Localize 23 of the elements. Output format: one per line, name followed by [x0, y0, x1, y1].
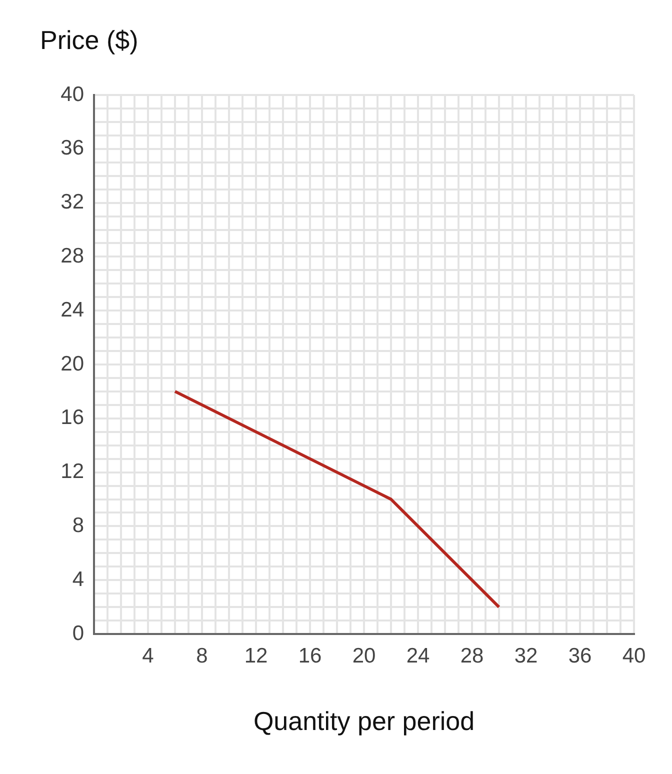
x-tick-label: 4 — [142, 644, 154, 668]
x-tick-label: 40 — [622, 644, 646, 668]
x-tick-label: 20 — [352, 644, 376, 668]
x-tick-label: 12 — [244, 644, 268, 668]
y-tick-label: 0 — [72, 622, 84, 645]
x-tick-label: 28 — [460, 644, 484, 668]
y-tick-label: 32 — [60, 190, 84, 214]
x-tick-label: 24 — [406, 644, 430, 668]
y-tick-label: 20 — [60, 352, 84, 376]
x-tick-label: 36 — [568, 644, 592, 668]
x-tick-label: 16 — [298, 644, 322, 668]
y-tick-label: 12 — [60, 460, 84, 484]
y-axis-title: Price ($) — [40, 25, 138, 56]
y-tick-label: 28 — [60, 244, 84, 268]
y-tick-label: 40 — [60, 82, 84, 106]
y-tick-label: 8 — [72, 514, 84, 537]
x-axis-title: Quantity per period — [253, 706, 475, 736]
x-tick-label: 8 — [196, 644, 208, 668]
y-tick-label: 4 — [72, 568, 84, 591]
y-tick-label: 36 — [60, 136, 84, 160]
y-tick-label: 24 — [60, 298, 84, 322]
y-tick-label: 16 — [60, 406, 84, 430]
x-tick-label: 32 — [514, 644, 538, 668]
